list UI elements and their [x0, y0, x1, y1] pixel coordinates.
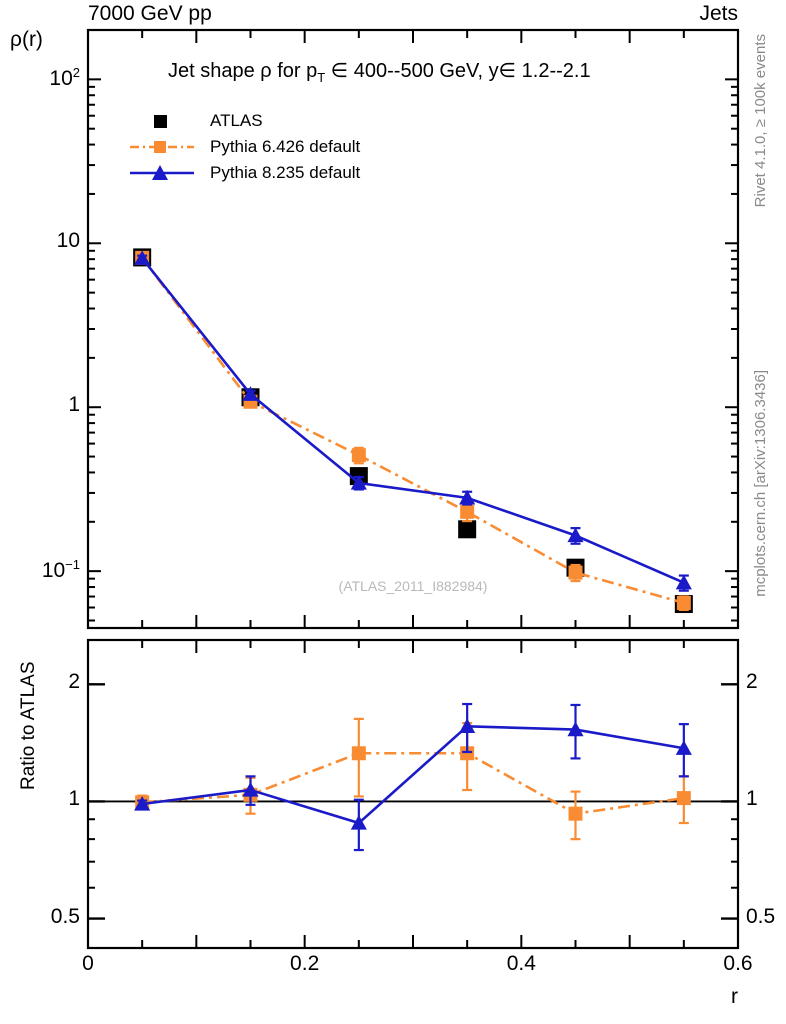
legend: ATLAS Pythia 6.426 default Pythia 8.235 … — [128, 108, 360, 186]
legend-entry-pythia8: Pythia 8.235 default — [128, 160, 360, 186]
x-tick-label: 0.4 — [506, 952, 536, 975]
ratio-y-tick-label-left: 0.5 — [50, 904, 80, 928]
header-right-category: Jets — [699, 2, 738, 25]
legend-marker-atlas-icon — [154, 115, 167, 128]
header-left-beam: 7000 GeV pp — [88, 2, 212, 25]
ratio-y-tick-label-right: 1 — [746, 787, 758, 811]
ratio-series-group — [134, 702, 692, 852]
ratio-panel-ticks — [87, 640, 739, 948]
main-panel-ticks — [87, 29, 739, 628]
ratio-y-tick-label-left: 1 — [68, 787, 80, 811]
legend-marker-pythia6-icon — [130, 141, 194, 153]
x-tick-label: 0 — [82, 952, 94, 975]
title-pt-subscript: T — [317, 70, 326, 85]
x-axis-label: r — [731, 985, 738, 1008]
main-panel-frame — [86, 28, 740, 630]
legend-entry-atlas: ATLAS — [128, 108, 360, 134]
legend-label-atlas: ATLAS — [210, 111, 263, 130]
legend-entry-pythia6: Pythia 6.426 default — [128, 134, 360, 160]
main-series-group — [133, 248, 693, 614]
ratio-y-tick-label-right: 2 — [746, 670, 758, 694]
x-tick-label: 0.2 — [290, 952, 320, 975]
ratio-y-tick-label-right: 0.5 — [746, 904, 776, 928]
title-part-b: for p — [271, 60, 318, 82]
analysis-id-watermark: (ATLAS_2011_I882984) — [338, 578, 488, 594]
main-y-axis-label: ρ(r) — [10, 28, 43, 51]
title-rho-symbol: ρ — [260, 60, 272, 82]
main-y-tick-label: 102 — [49, 65, 80, 91]
legend-label-pythia6: Pythia 6.426 default — [210, 137, 361, 156]
legend-marker-pythia8-icon — [130, 165, 194, 180]
x-tick-label: 0.6 — [723, 952, 753, 975]
plot-title: Jet shape ρ for pT ∈ 400--500 GeV, y∈ 1.… — [168, 58, 591, 85]
ratio-panel-frame — [86, 638, 740, 950]
main-y-tick-label: 10 — [56, 229, 80, 253]
title-part-a: Jet shape — [168, 60, 261, 82]
main-y-tick-label: 10−1 — [41, 557, 80, 583]
ratio-y-tick-label-left: 2 — [68, 670, 80, 694]
main-y-tick-label: 1 — [68, 393, 80, 417]
legend-label-pythia8: Pythia 8.235 default — [210, 163, 361, 182]
title-part-c: ∈ 400--500 GeV, y∈ 1.2--2.1 — [325, 60, 591, 82]
